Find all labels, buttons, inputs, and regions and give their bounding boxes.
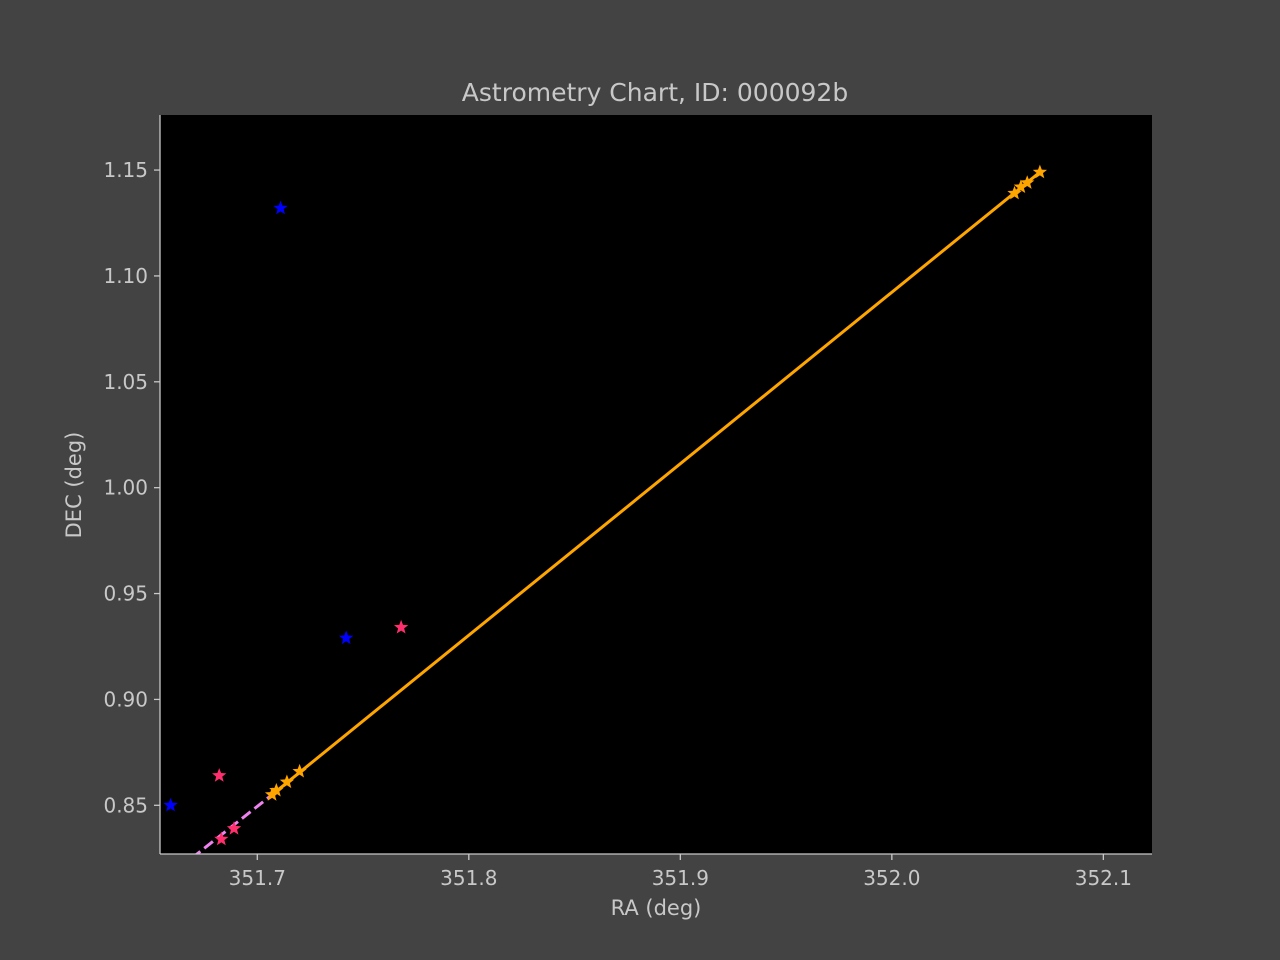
x-tick-label: 351.7: [229, 866, 286, 890]
star-point: [339, 630, 354, 645]
data-points: [163, 164, 1048, 846]
star-point: [273, 200, 288, 215]
star-point: [212, 768, 227, 782]
x-tick-label: 351.8: [440, 866, 497, 890]
y-axis-ticks: 0.85 0.90 0.95 1.00 1.05 1.10 1.15: [103, 158, 160, 817]
x-axis-label: RA (deg): [611, 896, 702, 920]
star-point: [1032, 164, 1048, 179]
y-tick-label: 0.85: [103, 793, 148, 817]
x-tick-label: 352.0: [863, 866, 920, 890]
y-tick-label: 0.95: [103, 582, 148, 606]
star-point: [292, 763, 307, 778]
star-point: [393, 619, 409, 634]
star-point: [269, 782, 284, 797]
x-tick-label: 351.9: [652, 866, 709, 890]
star-point: [226, 821, 242, 835]
star-point: [1013, 179, 1028, 194]
y-tick-label: 1.15: [103, 158, 148, 182]
y-tick-label: 1.00: [103, 476, 148, 500]
fit-line: [271, 171, 1041, 796]
y-tick-label: 1.05: [103, 370, 148, 394]
y-tick-label: 0.90: [103, 687, 148, 711]
y-axis-label: DEC (deg): [62, 432, 86, 539]
x-tick-label: 352.1: [1075, 866, 1132, 890]
x-axis-ticks: 351.7 351.8 351.9 352.0 352.1: [229, 854, 1132, 890]
star-point: [214, 831, 229, 846]
star-point: [1007, 185, 1022, 200]
star-point: [1020, 175, 1035, 189]
star-point: [264, 787, 280, 801]
chart-title: Astrometry Chart, ID: 000092b: [462, 78, 848, 107]
y-tick-label: 1.10: [103, 264, 148, 288]
star-point: [163, 797, 178, 812]
star-point: [279, 774, 295, 789]
